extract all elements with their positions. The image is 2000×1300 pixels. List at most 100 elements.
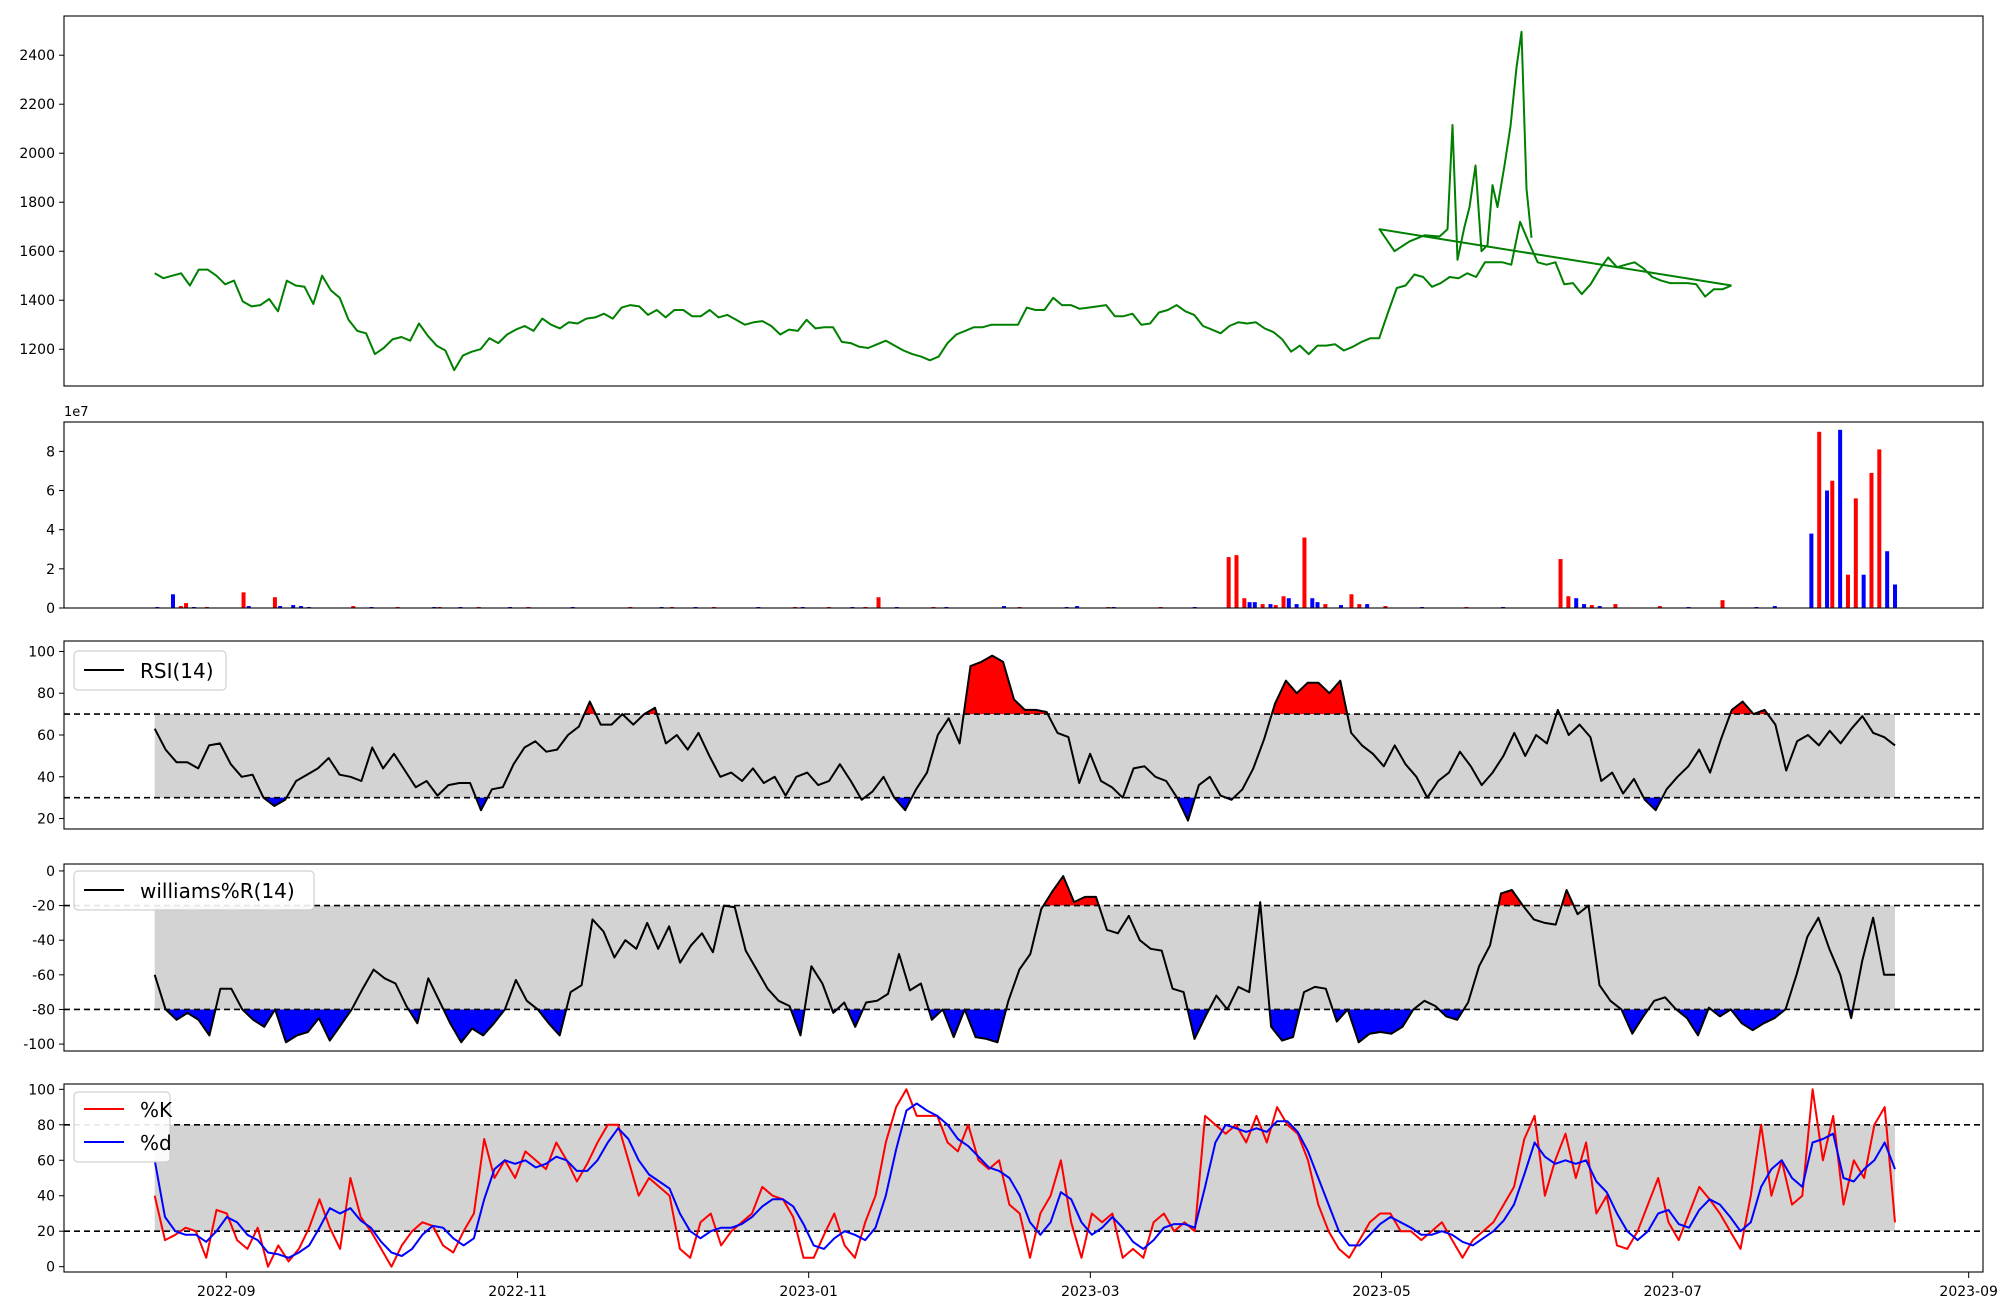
volume-bar xyxy=(1830,480,1835,608)
y-tick-label: -100 xyxy=(23,1037,55,1053)
volume-bar xyxy=(1383,606,1388,608)
y-tick-label: 40 xyxy=(37,1189,55,1205)
oversold-fill xyxy=(928,1009,1009,1043)
oversold-fill xyxy=(443,1009,516,1043)
volume-bar xyxy=(1817,431,1822,608)
x-axis: 2022-09 2022-11 2023-01 2023-03 2023-05 2023-… xyxy=(197,1272,1998,1300)
y-tick-label: 6 xyxy=(46,484,55,500)
overbought-fill xyxy=(1498,890,1534,906)
volume-bar xyxy=(1720,600,1725,608)
y-tick-label: 0 xyxy=(46,1260,55,1276)
neutral-zone xyxy=(154,1124,1896,1232)
volume-bar xyxy=(1869,472,1874,608)
y-tick-label: 1600 xyxy=(19,244,55,260)
rsi-legend: RSI(14) xyxy=(73,650,227,691)
volume-bar xyxy=(178,606,183,608)
overbought-fill xyxy=(963,655,1058,715)
y-tick-label: 1800 xyxy=(19,195,55,211)
williams-legend-label: williams%R(14) xyxy=(140,879,295,903)
y-tick-label: 20 xyxy=(37,1224,55,1240)
rsi-line xyxy=(153,654,1896,822)
y-tick-label: -60 xyxy=(32,968,55,984)
y-tick-label: 80 xyxy=(37,686,55,702)
x-tick-label: 2023-09 xyxy=(1939,1284,1998,1300)
y-tick-label: 0 xyxy=(46,601,55,617)
volume-panel: 1e7 0 2 4 6 8 xyxy=(46,405,1984,617)
oversold-fill xyxy=(165,1009,221,1036)
volume-bar xyxy=(1273,605,1278,608)
y-tick-label: 100 xyxy=(28,1082,55,1098)
williams-panel: 0 -20 -40 -60 -80 -100 williams%R(14) xyxy=(23,863,1984,1053)
price-line-tail xyxy=(1378,30,1732,287)
oversold-fill xyxy=(242,1009,363,1043)
x-tick-label: 2023-05 xyxy=(1352,1284,1411,1300)
y-tick-label: 1400 xyxy=(19,293,55,309)
x-tick-label: 2022-09 xyxy=(197,1284,256,1300)
d-line xyxy=(153,1102,1896,1259)
oversold-fill xyxy=(847,1009,867,1027)
volume-bar xyxy=(1825,490,1830,608)
oversold-fill xyxy=(1177,797,1199,821)
volume-bar xyxy=(1294,604,1299,608)
x-tick-label: 2022-11 xyxy=(488,1284,547,1300)
volume-bar xyxy=(876,597,881,608)
volume-bar xyxy=(1885,551,1890,608)
volume-exponent-label: 1e7 xyxy=(64,405,89,420)
volume-bar xyxy=(1323,604,1328,608)
volume-bar xyxy=(1357,604,1362,608)
volume-bar xyxy=(1268,604,1273,608)
y-tick-label: 40 xyxy=(37,770,55,786)
volume-bar xyxy=(1226,557,1231,608)
volume-bar xyxy=(1597,606,1602,608)
stochastic-panel: 0 20 40 60 80 100 %K %d xyxy=(28,1082,1984,1276)
price-panel: 1200 1400 1600 1800 2000 2200 2400 xyxy=(19,15,1984,387)
volume-bar xyxy=(1302,537,1307,608)
volume-bar xyxy=(1574,598,1579,608)
y-tick-label: 60 xyxy=(37,1153,55,1169)
k-line xyxy=(153,1088,1896,1268)
volume-bar xyxy=(1877,449,1882,608)
x-tick-label: 2023-07 xyxy=(1643,1284,1702,1300)
volume-bar xyxy=(1242,598,1247,608)
y-tick-label: 2400 xyxy=(19,48,55,64)
y-tick-label: 8 xyxy=(46,444,55,460)
volume-bar xyxy=(1845,574,1850,608)
volume-bar xyxy=(246,606,251,608)
plot-frame xyxy=(63,421,1984,609)
volume-bar xyxy=(1260,604,1265,608)
volume-bar xyxy=(1582,604,1587,608)
y-tick-label: 1200 xyxy=(19,342,55,358)
volume-bar xyxy=(272,597,277,608)
volume-bar xyxy=(1310,598,1315,608)
williams-line xyxy=(153,875,1895,1044)
volume-bar xyxy=(1613,604,1618,608)
oversold-fill xyxy=(1187,1009,1217,1039)
x-tick-label: 2023-03 xyxy=(1061,1284,1120,1300)
price-line xyxy=(154,220,1732,372)
volume-bar xyxy=(1365,604,1370,608)
volume-bar xyxy=(1558,559,1563,608)
oversold-fill xyxy=(894,797,917,811)
y-tick-label: 4 xyxy=(46,523,55,539)
volume-bar xyxy=(1589,605,1594,608)
williams-legend: williams%R(14) xyxy=(73,870,315,911)
volume-bar xyxy=(184,603,189,608)
volume-bar xyxy=(1657,606,1662,608)
rsi-legend-label: RSI(14) xyxy=(140,659,214,683)
overbought-fill xyxy=(1043,876,1107,906)
volume-bar xyxy=(1838,429,1843,608)
neutral-zone xyxy=(154,714,1896,798)
y-tick-label: 20 xyxy=(37,812,55,828)
volume-bar xyxy=(1566,596,1571,608)
volume-bar xyxy=(299,606,304,608)
volume-bar xyxy=(1861,574,1866,608)
oversold-fill xyxy=(1438,1009,1469,1020)
legend-k-label: %K xyxy=(140,1098,173,1122)
plot-frame xyxy=(63,15,1984,387)
oversold-fill xyxy=(1643,797,1667,811)
y-tick-label: 100 xyxy=(28,644,55,660)
y-tick-label: 0 xyxy=(46,864,55,880)
stochastic-legend: %K %d xyxy=(73,1091,173,1163)
volume-bar xyxy=(1809,533,1814,608)
